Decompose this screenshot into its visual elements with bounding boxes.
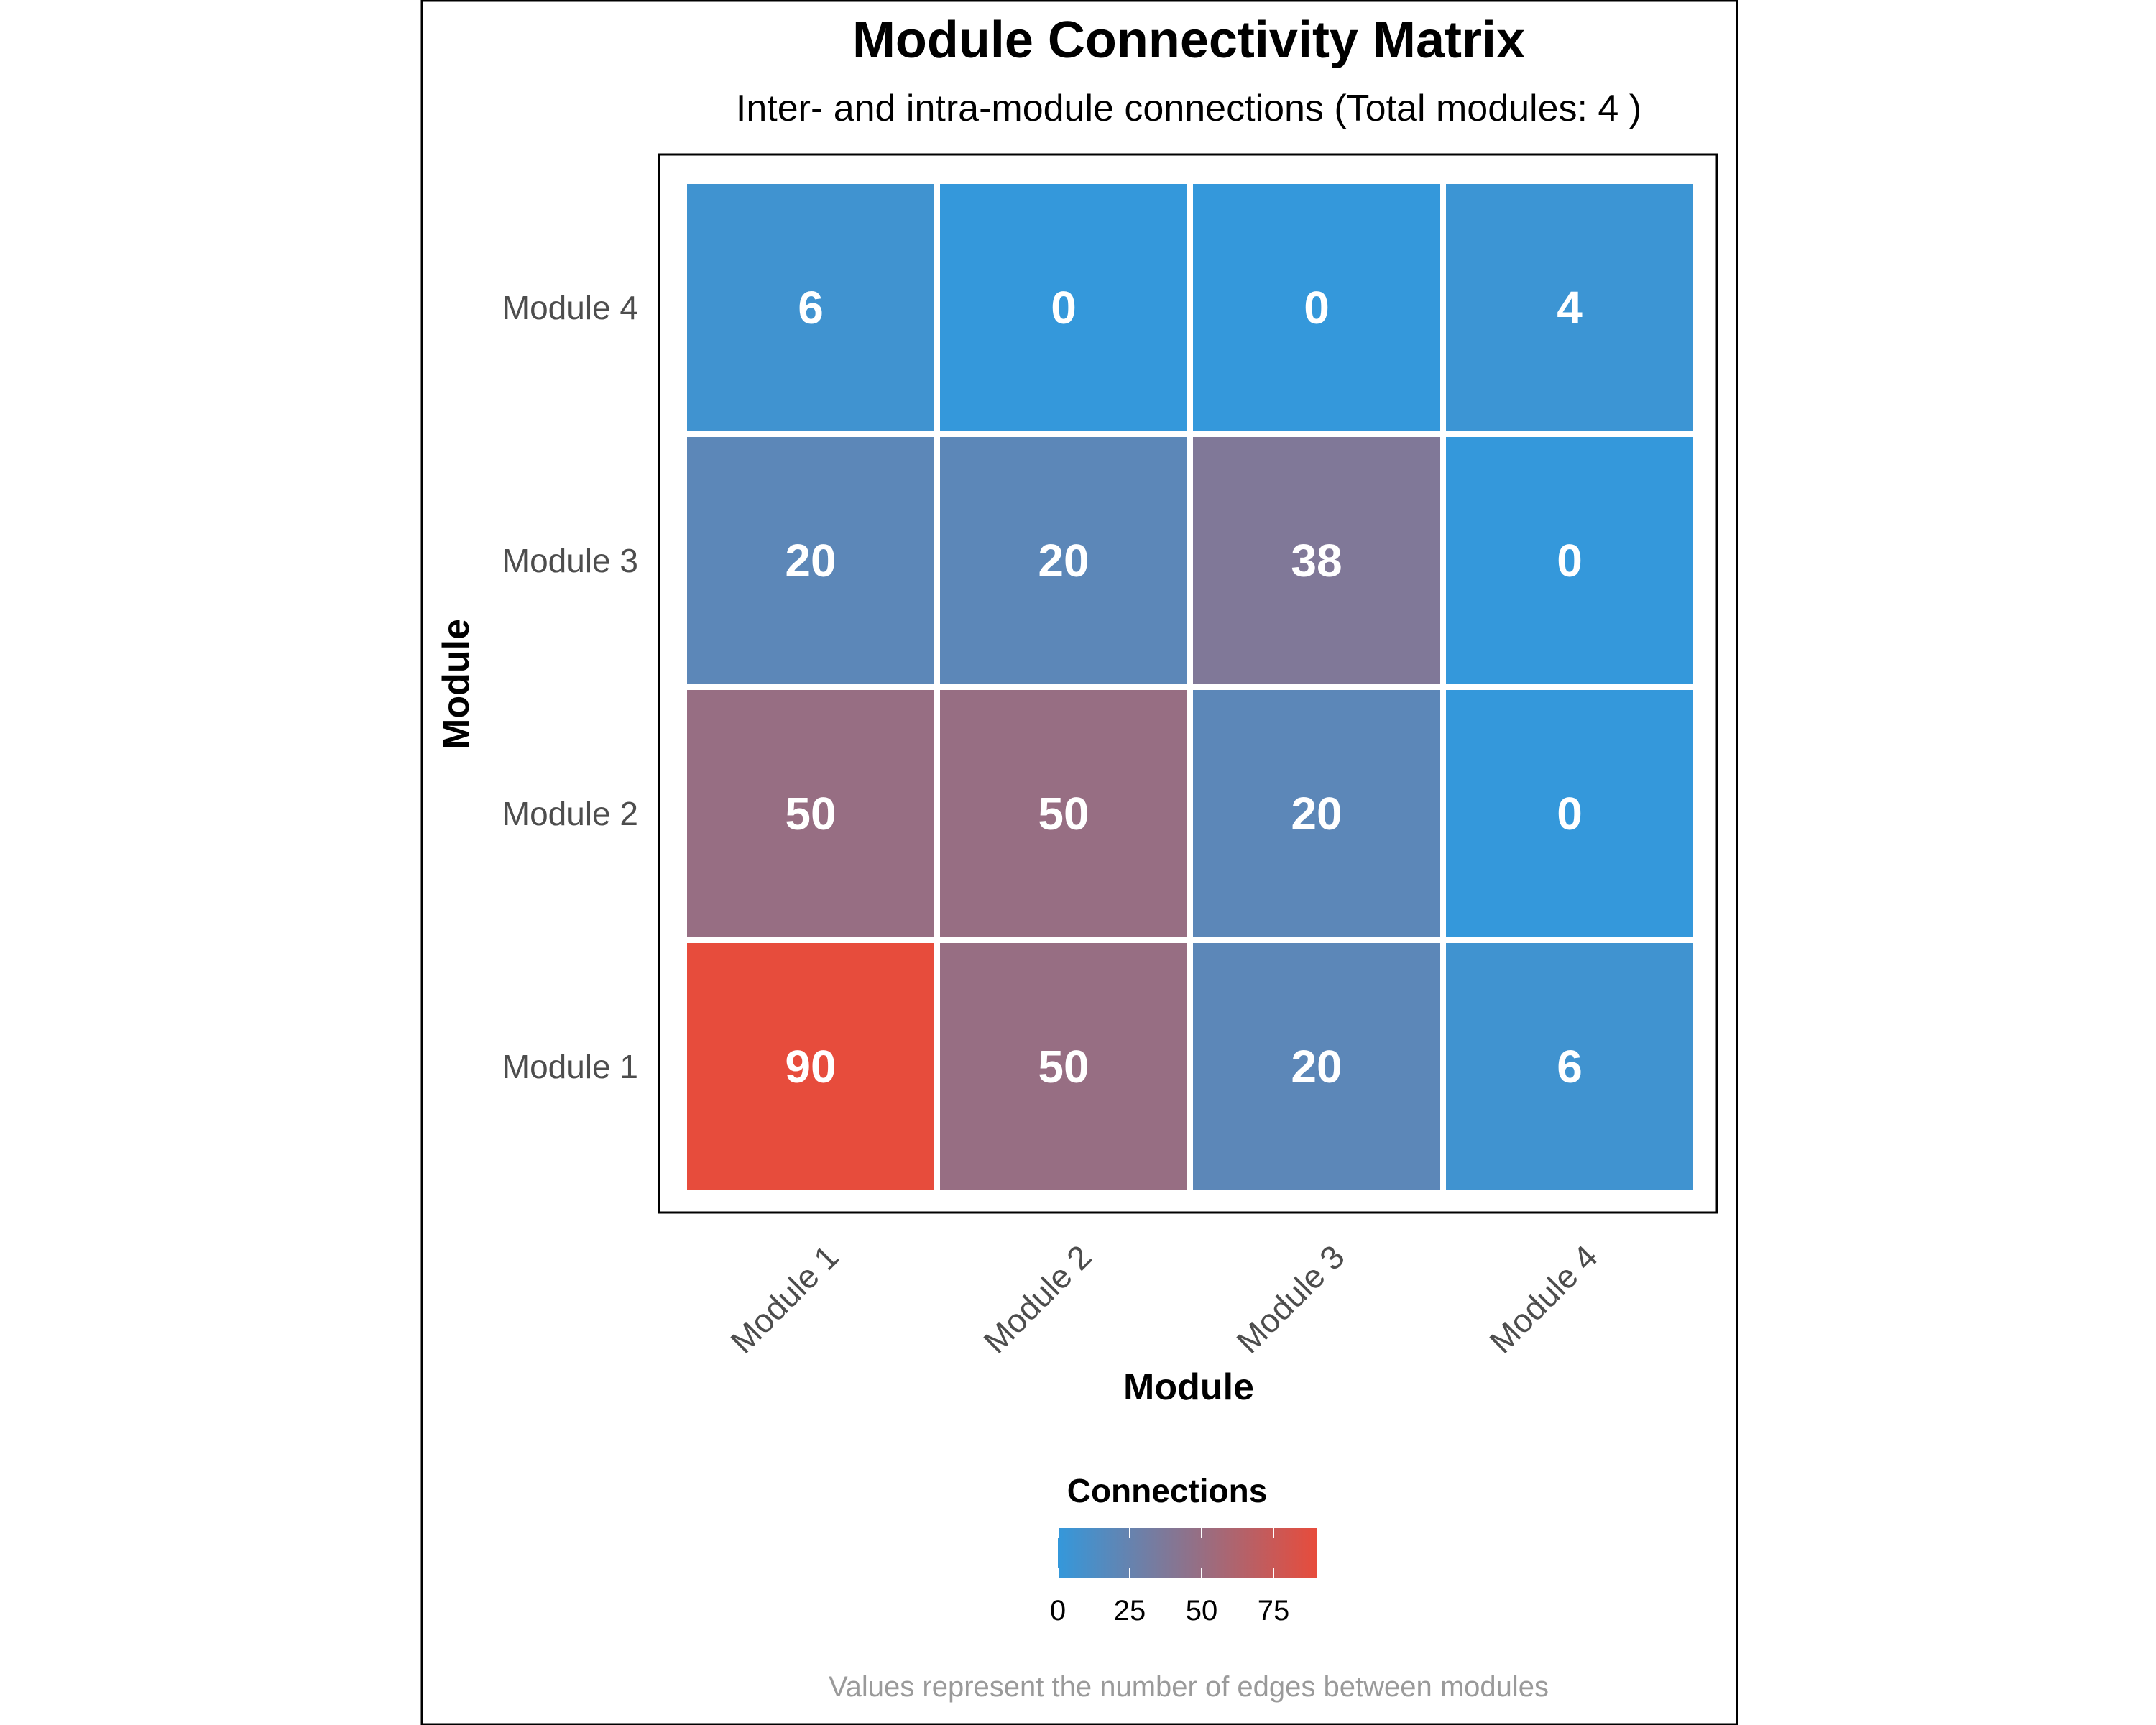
cell-value-label: 20: [1291, 788, 1342, 840]
heatmap-cell-labels: 90 50 20 6 50 50 20 0 20 20 38 0 6 0 0 4: [785, 282, 1583, 1092]
cell-value-label: 50: [785, 788, 836, 840]
cell-value-label: 20: [785, 535, 836, 586]
heatmap-cell: [1193, 437, 1440, 684]
heatmap-cell: [687, 437, 934, 684]
cell-value-label: 6: [1557, 1041, 1583, 1092]
heatmap-cells: [687, 184, 1693, 1190]
cell-value-label: 4: [1557, 282, 1583, 334]
y-tick-label: Module 2: [502, 795, 638, 832]
legend-title: Connections: [1067, 1472, 1268, 1509]
heatmap-cell: [1446, 184, 1693, 431]
heatmap-cell: [687, 184, 934, 431]
cell-value-label: 50: [1038, 788, 1089, 840]
heatmap-cell: [687, 943, 934, 1190]
legend-tick-label: 0: [1050, 1595, 1066, 1627]
cell-value-label: 6: [798, 282, 824, 334]
heatmap-cell: [1193, 690, 1440, 937]
cell-value-label: 0: [1051, 282, 1077, 334]
y-tick-label: Module 3: [502, 542, 638, 579]
heatmap-cell: [687, 690, 934, 937]
cell-value-label: 90: [785, 1041, 836, 1092]
x-axis-title: Module: [1123, 1366, 1254, 1408]
cell-value-label: 0: [1304, 282, 1330, 334]
chart-title: Module Connectivity Matrix: [852, 12, 1525, 69]
cell-value-label: 50: [1038, 1041, 1089, 1092]
legend-tick-label: 25: [1114, 1595, 1146, 1627]
y-axis-title: Module: [436, 619, 477, 750]
heatmap-cell: [940, 943, 1187, 1190]
heatmap-cell: [940, 690, 1187, 937]
legend-colorbar: [1058, 1528, 1317, 1578]
y-tick-label: Module 4: [502, 289, 638, 326]
cell-value-label: 0: [1557, 535, 1583, 586]
y-tick-label: Module 1: [502, 1048, 638, 1085]
heatmap-cell: [1446, 943, 1693, 1190]
heatmap-cell: [1446, 690, 1693, 937]
cell-value-label: 20: [1291, 1041, 1342, 1092]
heatmap-cell: [1193, 184, 1440, 431]
chart-subtitle: Inter- and intra-module connections (Tot…: [736, 88, 1641, 129]
cell-value-label: 38: [1291, 535, 1342, 586]
heatmap-cell: [940, 184, 1187, 431]
heatmap-cell: [940, 437, 1187, 684]
legend-tick-label: 50: [1186, 1595, 1218, 1627]
legend-tick-label: 75: [1258, 1595, 1290, 1627]
chart-caption: Values represent the number of edges bet…: [829, 1671, 1549, 1703]
y-axis-tick-labels: Module 1 Module 2 Module 3 Module 4: [502, 289, 638, 1085]
heatmap-cell: [1193, 943, 1440, 1190]
legend-ticks: 0 25 50 75: [1050, 1528, 1289, 1627]
cell-value-label: 20: [1038, 535, 1089, 586]
cell-value-label: 0: [1557, 788, 1583, 840]
heatmap-cell: [1446, 437, 1693, 684]
